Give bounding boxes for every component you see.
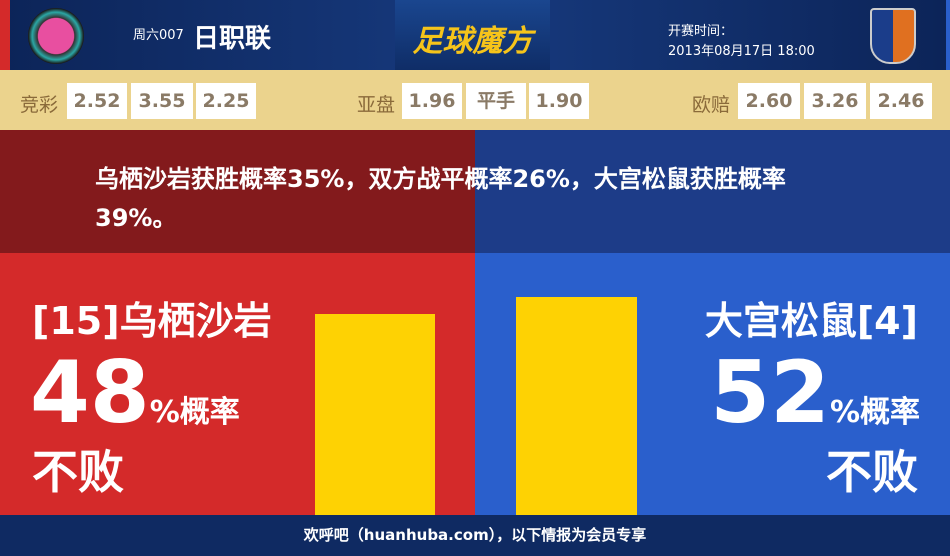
brand-panel [395, 0, 550, 70]
jingcai-odd: 3.55 [131, 83, 193, 119]
home-team-name: [15]乌栖沙岩 [32, 299, 272, 343]
jingcai-odd: 2.25 [196, 83, 256, 119]
home-percent-value: 48 [30, 343, 150, 443]
jingcai-odd: 2.52 [67, 83, 127, 119]
away-percent: 52%概率 [710, 350, 920, 456]
away-team-logo [870, 8, 916, 64]
away-probability-bar [516, 297, 637, 515]
oupei-odd: 2.46 [870, 83, 932, 119]
oupei-odd: 2.60 [738, 83, 800, 119]
probability-summary: 乌栖沙岩获胜概率35%，双方战平概率26%，大宫松鼠获胜概率39%。 [95, 165, 786, 232]
away-percent-value: 52 [710, 343, 830, 443]
kickoff-time: 2013年08月17日 18:00 [668, 44, 815, 59]
away-percent-unit: %概率 [829, 395, 920, 430]
yapan-odd: 1.90 [529, 83, 589, 119]
away-outcome: 不败 [826, 445, 918, 499]
league-name: 日职联 [193, 24, 272, 54]
home-percent-unit: %概率 [149, 395, 240, 430]
member-footer: 欢呼吧（huanhuba.com），以下情报为会员专享 [0, 515, 950, 556]
summary-away-bg [475, 130, 950, 253]
away-team-name: 大宫松鼠[4] [704, 299, 918, 343]
yapan-odd: 1.96 [402, 83, 462, 119]
yapan-handicap: 平手 [466, 83, 526, 119]
home-percent: 48%概率 [30, 350, 240, 456]
oupei-label: 欧赔 [692, 94, 731, 116]
home-probability-bar [315, 313, 435, 515]
yapan-label: 亚盘 [357, 94, 396, 116]
brand-logo: 足球魔方 [412, 24, 533, 59]
oupei-odd: 3.26 [804, 83, 866, 119]
week-code: 周六007 [133, 28, 184, 43]
away-color-strip [946, 0, 950, 70]
summary-home-bg [0, 130, 475, 253]
kickoff-label: 开赛时间： [668, 24, 734, 39]
home-color-strip [0, 0, 10, 70]
home-outcome: 不败 [32, 445, 124, 499]
home-team-logo [28, 8, 84, 64]
jingcai-label: 竞彩 [20, 94, 59, 116]
